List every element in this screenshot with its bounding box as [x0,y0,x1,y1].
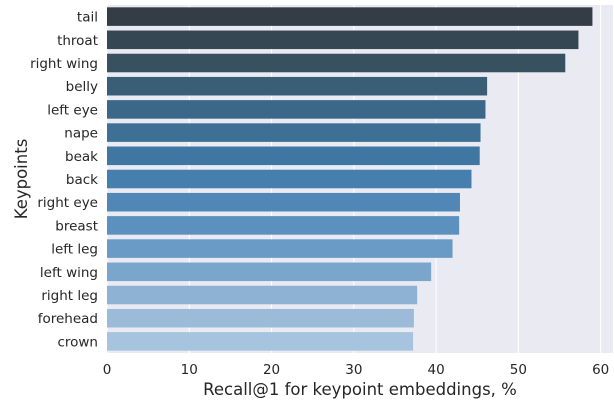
x-tick-labels: 0 10 20 30 40 50 60 [103,362,610,378]
y-tick-label: throat [57,33,98,49]
y-tick-label: forehead [38,311,98,327]
y-tick-label: breast [55,218,98,234]
bar-nape [107,123,481,142]
bar-right-wing [107,53,566,73]
bar-throat [107,30,579,50]
bar-left-wing [107,262,432,282]
bar-right-eye [107,192,460,212]
x-tick-label: 30 [345,362,362,378]
bar-tail [107,7,593,26]
y-tick-label: right leg [41,288,98,304]
y-tick-label: right wing [30,56,98,72]
x-axis-title: Recall@1 for keypoint embeddings, % [203,380,517,399]
x-tick-label: 20 [263,362,280,378]
y-tick-label: crown [57,334,98,350]
bar-back [107,169,472,189]
bar-left-eye [107,100,486,119]
y-tick-label: left eye [47,102,98,118]
y-tick-label: belly [66,79,98,95]
y-tick-labels: tail throat right wing belly left eye nape bea… [30,10,98,351]
y-tick-label: back [66,172,98,188]
x-tick-label: 40 [428,362,445,378]
y-tick-label: nape [64,126,98,142]
bar-beak [107,146,480,166]
bars [107,7,593,351]
y-tick-label: beak [65,149,98,165]
y-tick-label: left wing [40,265,98,281]
bar-belly [107,76,488,96]
y-axis-title: Keypoints [12,139,31,220]
y-tick-label: left leg [51,242,98,258]
y-tick-label: right eye [37,195,98,211]
y-tick-label: tail [77,10,98,26]
bar-crown [107,332,414,351]
bar-breast [107,216,460,235]
bar-forehead [107,308,414,328]
bar-right-leg [107,285,418,305]
x-tick-label: 0 [103,362,112,378]
x-tick-label: 60 [592,362,609,378]
bar-left-leg [107,239,453,258]
x-tick-label: 50 [510,362,527,378]
x-tick-label: 10 [181,362,198,378]
